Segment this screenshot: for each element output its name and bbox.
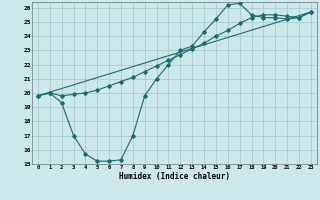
X-axis label: Humidex (Indice chaleur): Humidex (Indice chaleur)	[119, 172, 230, 181]
